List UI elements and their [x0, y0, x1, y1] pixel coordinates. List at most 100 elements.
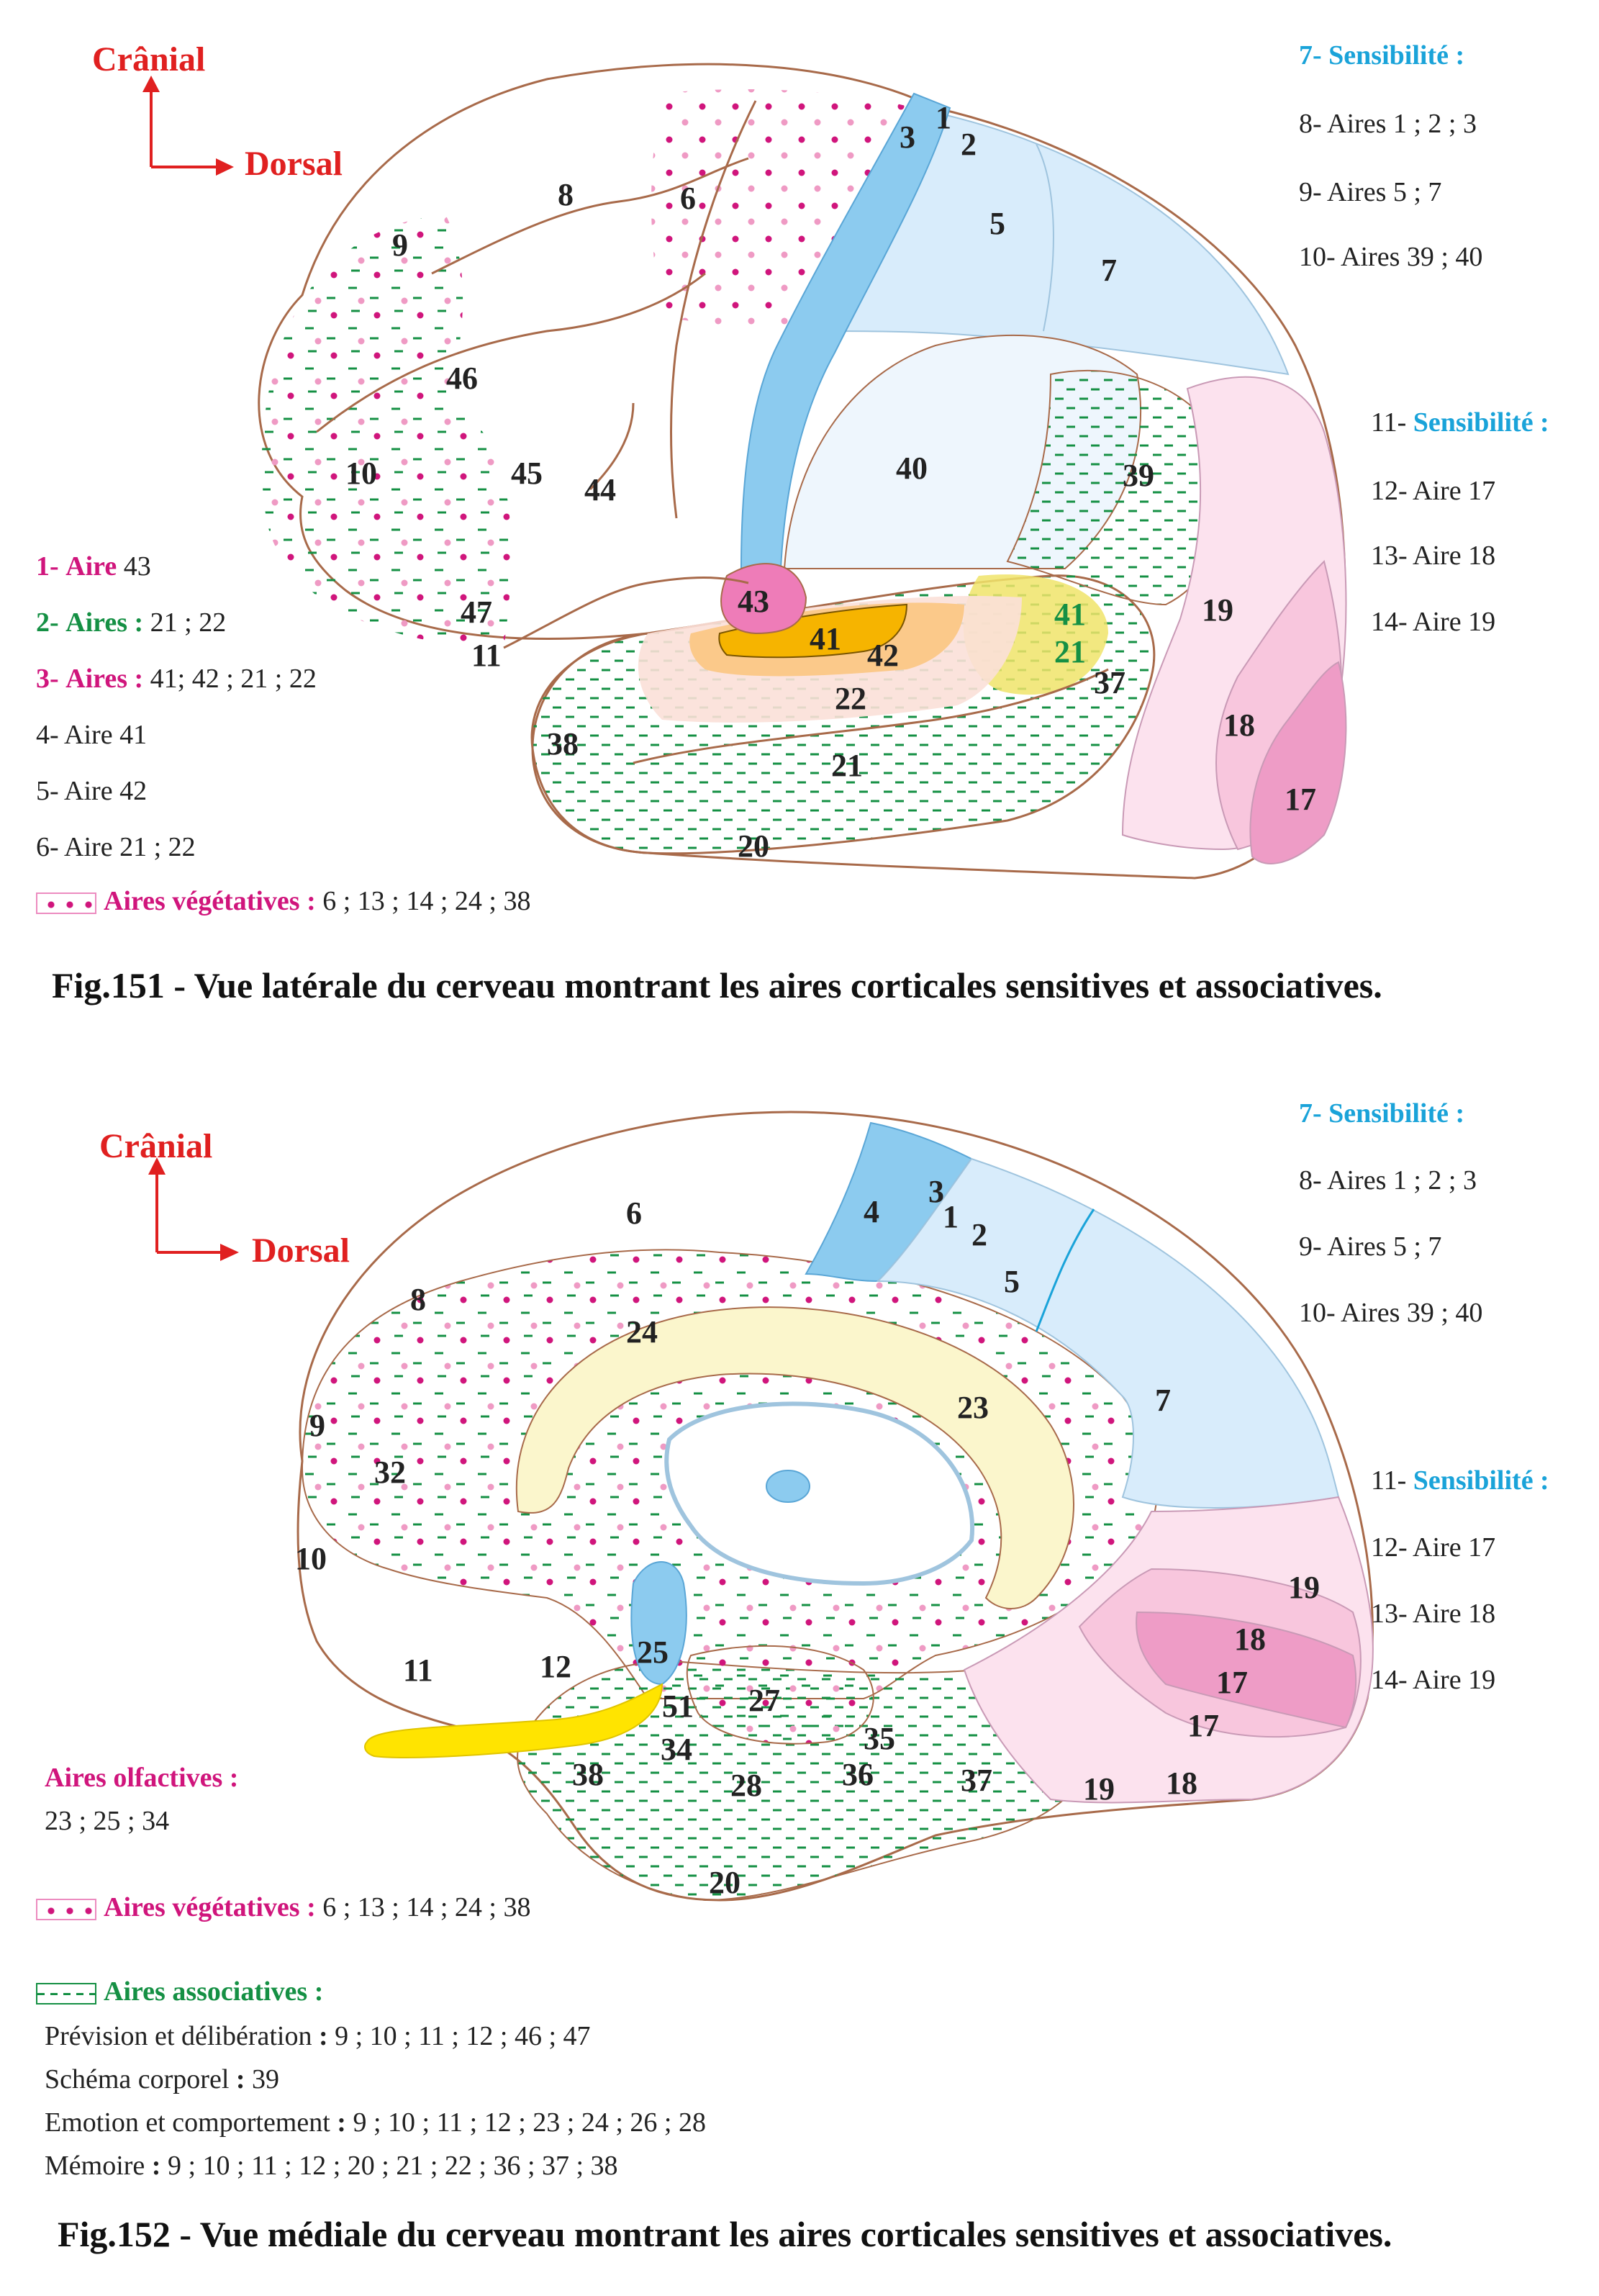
legend-item: 10- Aires 39 ; 40: [1299, 1298, 1483, 1328]
sensibility-heading: 7- Sensibilité :: [1299, 40, 1465, 71]
area-label: 18: [1223, 708, 1255, 743]
area-label: 42: [867, 638, 899, 673]
area-label: 17: [1216, 1665, 1248, 1700]
area-label: 1: [943, 1199, 959, 1234]
area-label: 5: [989, 206, 1005, 241]
legend-item: 14- Aire 19: [1371, 607, 1496, 637]
area-5-7-medial: [876, 1157, 1340, 1509]
area-label: 17: [1285, 782, 1316, 817]
area-label: 43: [738, 584, 769, 619]
area-label: 3: [928, 1174, 944, 1209]
legend-item: 13- Aire 18: [1371, 1599, 1496, 1629]
area-label: 20: [709, 1865, 740, 1900]
area-label: 10: [295, 1541, 327, 1576]
area-6-vegetative: [651, 89, 914, 332]
area-label-green: 41: [1054, 597, 1086, 632]
legend-item: 9- Aires 5 ; 7: [1299, 1231, 1442, 1262]
area-label: 7: [1101, 253, 1117, 288]
legend-left-1: 1- Aire 43: [36, 551, 151, 582]
sulcus-precentral: [670, 100, 757, 519]
legend-item: 13- Aire 18: [1371, 541, 1496, 571]
area-label: 9: [309, 1408, 325, 1443]
cranial-label: Crânial: [92, 40, 206, 78]
legend-left-6: 6- Aire 21 ; 22: [36, 832, 196, 862]
area-label: 22: [835, 681, 866, 716]
dorsal-label: Dorsal: [245, 145, 343, 183]
sulcus-frontal-inferior: [316, 272, 706, 433]
area-label: 7: [1155, 1383, 1171, 1418]
sensibility-heading: 7- Sensibilité :: [1299, 1098, 1465, 1129]
legend-item: 14- Aire 19: [1371, 1665, 1496, 1695]
figure-152-caption: Fig.152 - Vue médiale du cerveau montran…: [58, 2214, 1392, 2254]
area-label: 3: [900, 119, 915, 155]
ventricle: [766, 1470, 810, 1503]
legend-item: 10- Aires 39 ; 40: [1299, 242, 1483, 272]
parahippocampal: [686, 1645, 874, 1745]
area-label: 8: [410, 1282, 426, 1317]
legend-item: 12- Aire 17: [1371, 476, 1496, 506]
area-label: 19: [1288, 1570, 1320, 1605]
legend-item: 8- Aires 1 ; 2 ; 3: [1299, 109, 1477, 139]
vegetative-legend-2: Aires végétatives : 6 ; 13 ; 14 ; 24 ; 3…: [36, 1892, 530, 1923]
area-label: 10: [345, 456, 377, 491]
area-label: 25: [637, 1635, 669, 1670]
area-label: 24: [626, 1314, 658, 1350]
area-label: 32: [374, 1455, 406, 1490]
area-label: 35: [864, 1721, 895, 1756]
area-label: 11: [403, 1653, 433, 1688]
area-label: 38: [547, 726, 579, 761]
cranial-label-2: Crânial: [99, 1127, 213, 1165]
area-label: 37: [1094, 665, 1125, 700]
area-label: 47: [461, 595, 492, 630]
associative-row: Mémoire : 9 ; 10 ; 11 ; 12 ; 20 ; 21 ; 2…: [45, 2151, 618, 2181]
area-label: 20: [738, 828, 769, 864]
area-label: 39: [1123, 458, 1154, 493]
vegetative-legend: Aires végétatives : 6 ; 13 ; 14 ; 24 ; 3…: [36, 885, 530, 917]
area-39: [1006, 369, 1230, 606]
legend-item: 8- Aires 1 ; 2 ; 3: [1299, 1165, 1477, 1196]
area-label: 2: [961, 127, 977, 162]
area-label: 23: [957, 1390, 989, 1425]
figure-151-caption: Fig.151 - Vue latérale du cerveau montra…: [52, 965, 1382, 1005]
dots-swatch: [36, 892, 96, 915]
legend-left-4: 4- Aire 41: [36, 720, 148, 750]
legend-item: 9- Aires 5 ; 7: [1299, 177, 1442, 207]
area-label: 28: [730, 1768, 762, 1803]
prefrontal-associative: [261, 216, 512, 648]
area-label: 6: [680, 181, 696, 216]
associative-row: Emotion et comportement : 9 ; 10 ; 11 ; …: [45, 2107, 706, 2138]
sulcus-lateral: [503, 577, 749, 649]
sulcus-branch: [589, 402, 635, 491]
area-label: 45: [511, 456, 543, 491]
area-label: 19: [1083, 1771, 1115, 1807]
legend-left-3: 3- Aires : 41; 42 ; 21 ; 22: [36, 664, 317, 694]
sensibility-heading-2: 11- Sensibilité :: [1371, 407, 1549, 438]
legend-left-2: 2- Aires : 21 ; 22: [36, 607, 227, 638]
olfactive-heading: Aires olfactives :: [45, 1763, 239, 1793]
area-label-green: 21: [1054, 634, 1086, 669]
dorsal-label-2: Dorsal: [252, 1231, 350, 1270]
area-label: 12: [540, 1649, 571, 1684]
associative-legend: Aires associatives :: [36, 1976, 323, 2007]
dash-swatch: [36, 1983, 96, 2005]
area-label: 41: [810, 621, 841, 656]
area-label: 44: [584, 472, 616, 507]
area-label: 4: [864, 1194, 879, 1229]
area-25: [630, 1561, 687, 1686]
area-label: 34: [661, 1732, 692, 1767]
area-label: 17: [1187, 1708, 1219, 1743]
associative-row: Schéma corporel : 39: [45, 2064, 280, 2094]
legend-item: 12- Aire 17: [1371, 1532, 1496, 1563]
dots-swatch: [36, 1899, 96, 1921]
area-label: 2: [971, 1217, 987, 1252]
area-label: 46: [446, 361, 478, 396]
lateral-brain-diagram: 1 2 3 5 6 7 8 9 46 10 45 44 40 39 43 41 …: [142, 63, 1347, 880]
medial-brain-diagram: 6 4 3 1 2 5 8 24 23 7 9 32 10 25 11 12 5…: [148, 1111, 1374, 1902]
area-label: 51: [662, 1689, 694, 1724]
area-label: 40: [896, 451, 928, 486]
fornix: [664, 1401, 975, 1586]
sensibility-heading-2: 11- Sensibilité :: [1371, 1465, 1549, 1496]
orientation-arrow: [142, 76, 234, 176]
area-label: 27: [748, 1683, 780, 1718]
area-label: 38: [572, 1757, 604, 1792]
